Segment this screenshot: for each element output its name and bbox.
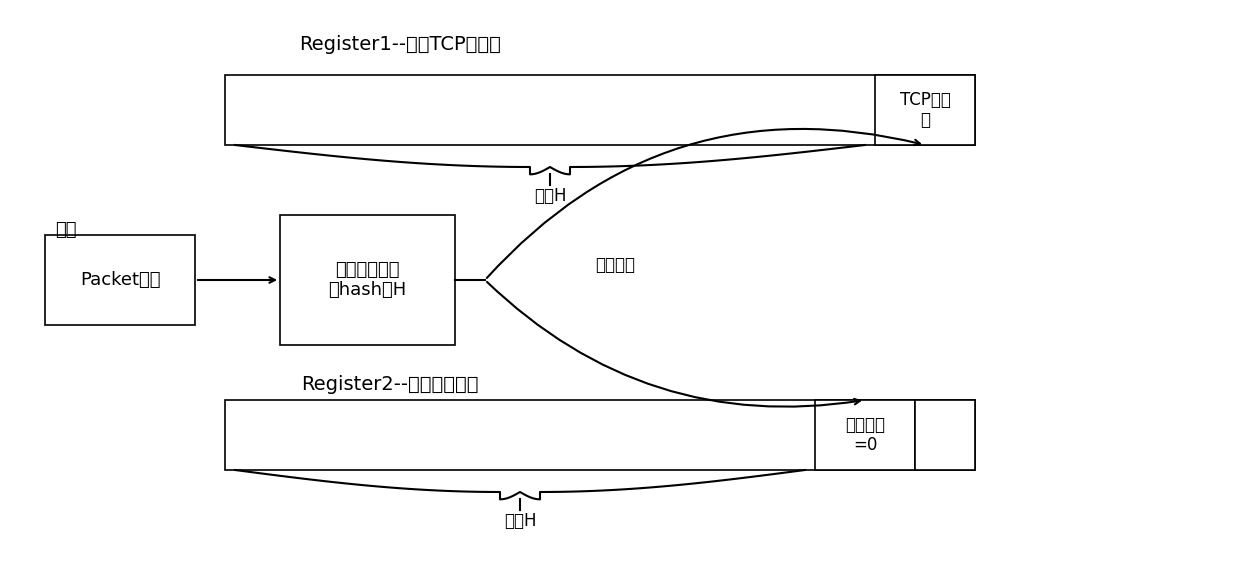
Text: 偏移H: 偏移H	[503, 512, 536, 530]
Bar	[280, 215, 455, 345]
Text: Register2--存储重传次数: Register2--存储重传次数	[301, 375, 479, 394]
Bar	[815, 400, 915, 470]
Bar	[224, 400, 975, 470]
Text: 重传次数
=0: 重传次数 =0	[844, 416, 885, 454]
Bar	[875, 75, 975, 145]
Bar	[224, 75, 975, 145]
Text: 存储信息: 存储信息	[595, 256, 635, 274]
Text: 新流: 新流	[55, 221, 77, 239]
Text: Register1--存储TCP序列号: Register1--存储TCP序列号	[299, 36, 501, 55]
Bar	[45, 235, 195, 325]
Text: 偏移H: 偏移H	[533, 187, 567, 205]
Text: Packet进入: Packet进入	[79, 271, 160, 289]
Text: TCP序列
号: TCP序列 号	[899, 91, 950, 129]
Text: 计算得到五元
组hash值H: 计算得到五元 组hash值H	[329, 260, 407, 300]
Bar	[915, 400, 975, 470]
